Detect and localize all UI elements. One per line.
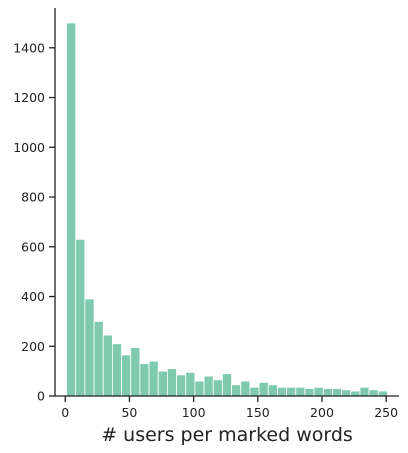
y-tick-label: 800 [21, 190, 45, 205]
histogram-bar [359, 386, 370, 397]
histogram-bar [66, 22, 77, 397]
histogram-bar [350, 390, 361, 397]
x-axis-title: # users per marked words [101, 424, 353, 446]
histogram-bar [167, 368, 177, 397]
histogram-bar [194, 380, 205, 397]
x-tick-label: 0 [61, 405, 69, 420]
histogram-bar [332, 388, 342, 397]
histogram-bar [102, 334, 113, 397]
histogram-bar [84, 298, 95, 397]
histogram-bar [304, 388, 315, 397]
histogram-bars [66, 22, 388, 397]
histogram-bar [295, 386, 306, 397]
histogram-bar [313, 386, 324, 397]
histogram-bar [212, 379, 223, 397]
histogram-bar [130, 347, 141, 397]
y-tick-label: 200 [21, 339, 45, 354]
histogram-bar [240, 380, 251, 397]
histogram-bar [341, 389, 352, 397]
histogram-bar [93, 320, 104, 397]
histogram-bar [322, 388, 333, 397]
y-axis-ticks: 0 200 400 600 800 1000 1200 1400 [13, 40, 55, 404]
x-axis-ticks: 0 50 100 150 200 250 [61, 396, 398, 420]
histogram-bar [176, 374, 187, 397]
histogram-bar [111, 343, 122, 397]
histogram-bar [267, 384, 278, 397]
y-tick-label: 1000 [13, 140, 45, 155]
y-tick-label: 1200 [13, 90, 45, 105]
histogram-bar [139, 363, 150, 397]
histogram-bar [368, 389, 379, 397]
histogram-bar [185, 371, 196, 397]
histogram-bar [203, 375, 214, 397]
x-tick-label: 50 [121, 405, 137, 420]
histogram-bar [231, 384, 242, 397]
histogram-bar [75, 238, 86, 397]
y-tick-label: 400 [21, 289, 45, 304]
x-tick-label: 200 [310, 405, 334, 420]
histogram-bar [157, 370, 168, 397]
x-tick-label: 100 [182, 405, 206, 420]
histogram-bar [148, 360, 159, 397]
y-tick-label: 600 [21, 239, 45, 254]
y-tick-label: 1400 [13, 40, 45, 55]
histogram-bar [121, 354, 132, 397]
x-tick-label: 150 [246, 405, 270, 420]
histogram-bar [286, 386, 297, 397]
histogram-bar [258, 381, 269, 397]
histogram-bar [277, 386, 287, 397]
x-tick-label: 250 [374, 405, 398, 420]
histogram-bar [222, 373, 232, 397]
histogram-bar [249, 386, 260, 397]
histogram-bar [377, 390, 388, 397]
y-tick-label: 0 [37, 389, 45, 404]
